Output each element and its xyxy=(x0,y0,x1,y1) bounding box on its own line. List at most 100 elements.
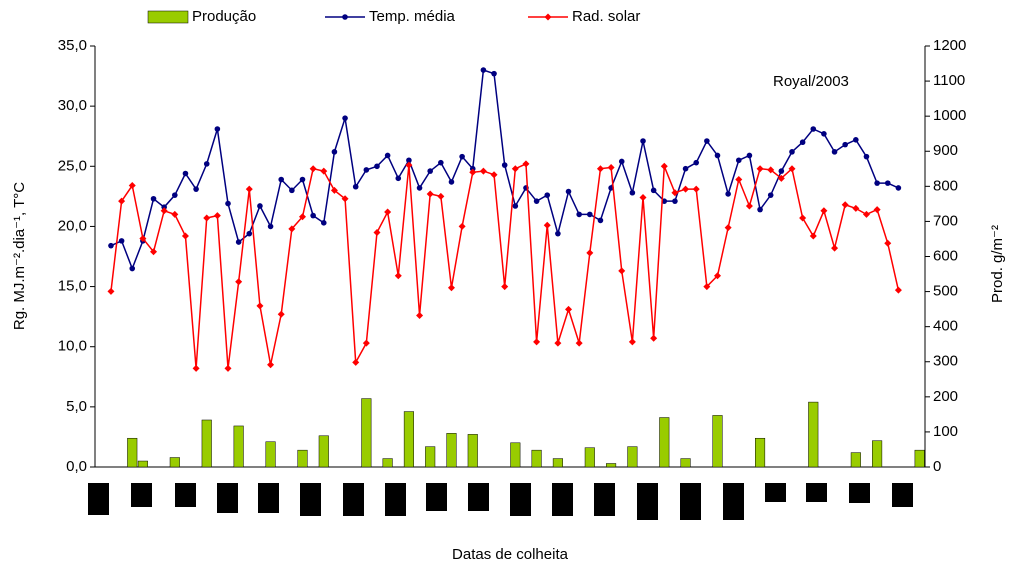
redacted-label xyxy=(637,483,658,520)
marker xyxy=(172,192,178,198)
marker xyxy=(597,217,604,224)
marker xyxy=(725,191,731,197)
marker xyxy=(873,206,881,214)
redacted-label xyxy=(258,483,279,513)
marker xyxy=(374,163,380,170)
bar xyxy=(606,463,617,468)
bar xyxy=(137,460,148,468)
marker xyxy=(809,232,817,240)
marker xyxy=(214,126,221,132)
y-tick-label: 30,0 xyxy=(58,97,87,114)
marker xyxy=(565,305,573,313)
bar xyxy=(680,458,691,468)
marker xyxy=(118,197,126,205)
marker xyxy=(416,185,423,191)
marker xyxy=(756,165,764,173)
marker xyxy=(767,166,775,174)
marker xyxy=(362,339,370,347)
legend-label: Produção xyxy=(192,8,256,25)
marker xyxy=(150,195,157,202)
legend-swatch xyxy=(147,10,189,24)
marker xyxy=(257,203,263,209)
y-tick-label: 20,0 xyxy=(58,217,87,234)
marker xyxy=(895,185,902,191)
marker xyxy=(607,163,615,171)
marker xyxy=(671,189,679,197)
marker xyxy=(480,67,487,73)
marker xyxy=(395,175,402,182)
marker xyxy=(596,165,604,173)
redacted-label xyxy=(892,483,913,507)
bar xyxy=(265,441,276,468)
x-axis-label: Datas de colheita xyxy=(452,546,569,563)
bar xyxy=(361,398,372,468)
marker xyxy=(587,211,593,218)
marker xyxy=(650,334,658,342)
marker xyxy=(394,272,402,280)
bar xyxy=(531,449,542,468)
marker xyxy=(107,287,115,295)
marker xyxy=(447,284,455,292)
marker xyxy=(129,265,136,272)
redacted-label xyxy=(552,483,573,516)
marker xyxy=(320,220,327,226)
marker xyxy=(842,141,848,148)
marker xyxy=(746,152,753,159)
redacted-label xyxy=(88,483,109,515)
marker xyxy=(373,228,381,236)
marker xyxy=(256,302,264,310)
marker xyxy=(777,174,785,182)
marker xyxy=(576,211,582,218)
y-tick-label: 5,0 xyxy=(66,398,87,415)
marker xyxy=(203,161,210,167)
marker xyxy=(586,249,594,257)
marker xyxy=(852,204,860,212)
redacted-label xyxy=(385,483,406,516)
marker xyxy=(161,204,167,210)
marker xyxy=(660,162,668,170)
marker xyxy=(862,210,870,218)
marker xyxy=(267,223,274,230)
marker xyxy=(299,213,306,221)
marker xyxy=(193,186,199,192)
y2-tick-label: 100 xyxy=(933,423,958,440)
marker xyxy=(235,278,243,286)
marker xyxy=(704,138,710,144)
marker xyxy=(555,230,561,237)
y2-tick-label: 500 xyxy=(933,283,958,300)
marker xyxy=(469,168,477,176)
marker xyxy=(512,203,519,209)
redacted-label xyxy=(723,483,744,520)
marker xyxy=(640,138,646,144)
marker xyxy=(309,165,317,173)
bar xyxy=(382,458,393,468)
marker xyxy=(363,167,370,173)
marker xyxy=(735,176,743,184)
bar xyxy=(627,446,638,468)
marker xyxy=(533,338,541,346)
marker xyxy=(341,195,349,203)
marker xyxy=(629,189,636,196)
annotation: Royal/2003 xyxy=(773,73,849,90)
y2-tick-label: 700 xyxy=(933,212,958,229)
marker xyxy=(491,70,497,77)
marker xyxy=(831,244,839,252)
bar xyxy=(659,417,670,468)
marker xyxy=(181,232,189,240)
bar xyxy=(552,458,563,468)
marker xyxy=(831,149,838,155)
marker xyxy=(757,206,763,213)
marker xyxy=(799,214,807,222)
marker xyxy=(692,185,700,193)
marker xyxy=(330,186,338,194)
marker xyxy=(703,283,711,291)
y2-tick-label: 800 xyxy=(933,177,958,194)
marker xyxy=(289,187,295,194)
redacted-label xyxy=(426,483,447,511)
marker xyxy=(628,338,636,346)
marker xyxy=(342,115,348,121)
marker xyxy=(693,159,700,166)
bar xyxy=(872,440,883,468)
marker xyxy=(150,248,158,256)
